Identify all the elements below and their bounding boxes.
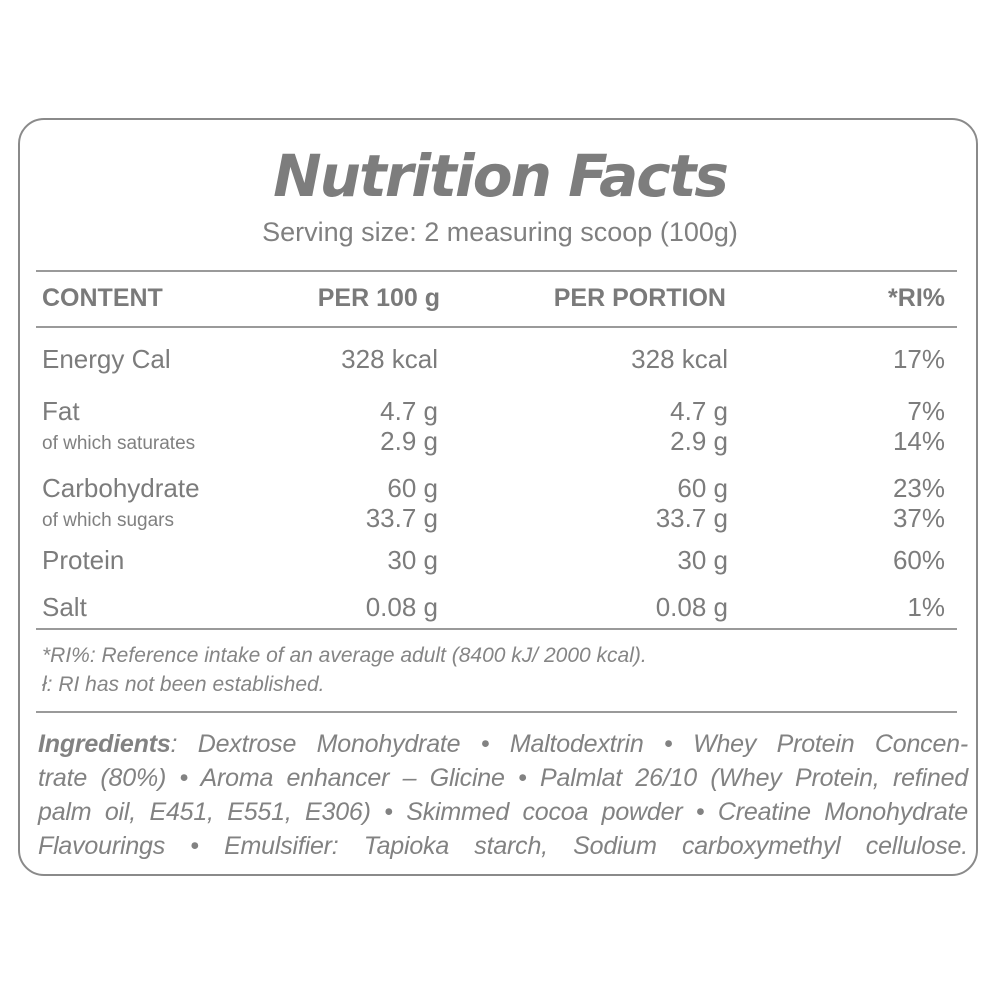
ingredients-line: palm oil, E451, E551, E306) • Skimmed co… — [38, 798, 968, 826]
ri-footnote: *RI%: Reference intake of an average adu… — [42, 644, 647, 667]
row-ri-fat: 7% — [907, 396, 945, 426]
row-name-carbohydrate: Carbohydrate — [42, 473, 200, 503]
ingredients-line: trate (80%) • Aroma enhancer – Glicine •… — [38, 764, 968, 792]
ingredients-block: Ingredients: Dextrose Monohydrate • Malt… — [38, 727, 968, 863]
ingredients-top-rule — [36, 711, 957, 713]
row-ri-protein: 60% — [892, 545, 945, 575]
row-name-fat: Fat — [42, 396, 80, 426]
row-portion-sugars: 33.7 g — [655, 503, 728, 533]
row-per100-saturates: 2.9 g — [380, 426, 438, 456]
header-bottom-rule — [36, 326, 957, 328]
row-portion-carbohydrate: 60 g — [677, 473, 728, 503]
row-ri-salt: 1% — [907, 592, 945, 622]
row-per100-carbohydrate: 60 g — [387, 473, 438, 503]
row-portion-fat: 4.7 g — [670, 396, 728, 426]
row-ri-carbohydrate: 23% — [892, 473, 945, 503]
row-name-sugars: of which sugars — [42, 510, 175, 531]
ingredients-line: Ingredients: Dextrose Monohydrate • Malt… — [38, 727, 968, 761]
row-ri-sugars: 37% — [892, 503, 945, 533]
header-ri: *RI% — [888, 284, 945, 312]
row-per100-sugars: 33.7 g — [365, 503, 438, 533]
ingredients-text: : Dextrose Monohydrate • Maltodextrin • … — [170, 730, 969, 758]
ingredients-label: Ingredients — [38, 730, 171, 758]
serving-size: Serving size: 2 measuring scoop (100g) — [262, 217, 738, 247]
row-portion-salt: 0.08 g — [655, 592, 728, 622]
ingredients-line: Flavourings • Emulsifier: Tapioka starch… — [38, 832, 968, 860]
row-ri-saturates: 14% — [892, 426, 945, 456]
row-per100-salt: 0.08 g — [365, 592, 438, 622]
header-per-100g: PER 100 g — [317, 284, 440, 312]
row-per100-fat: 4.7 g — [380, 396, 438, 426]
row-name-protein: Protein — [42, 545, 125, 575]
row-per100-energy: 328 kcal — [341, 344, 438, 374]
row-portion-energy: 328 kcal — [631, 344, 728, 374]
header-per-portion: PER PORTION — [553, 284, 726, 312]
row-name-energy: Energy Cal — [42, 344, 171, 374]
row-name-saturates: of which saturates — [42, 433, 196, 454]
nutrition-label-card — [18, 118, 978, 876]
row-ri-energy: 17% — [892, 344, 945, 374]
header-content: CONTENT — [42, 284, 163, 312]
table-bottom-rule — [36, 628, 957, 630]
row-name-salt: Salt — [42, 592, 87, 622]
nutrition-title: Nutrition Facts — [273, 142, 729, 210]
row-portion-protein: 30 g — [677, 545, 728, 575]
row-per100-protein: 30 g — [387, 545, 438, 575]
header-top-rule — [36, 270, 957, 272]
ri-not-established-note: ł: RI has not been established. — [42, 673, 325, 696]
row-portion-saturates: 2.9 g — [670, 426, 728, 456]
